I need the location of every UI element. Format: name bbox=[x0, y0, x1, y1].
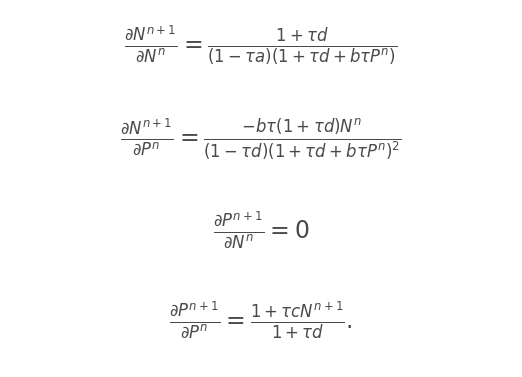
Text: $\frac{\partial P^{n+1}}{\partial N^{n}} = 0$: $\frac{\partial P^{n+1}}{\partial N^{n}}… bbox=[213, 210, 309, 251]
Text: $\frac{\partial P^{n+1}}{\partial P^{n}} = \frac{1 + \tau c N^{n+1}}{1 + \tau d}: $\frac{\partial P^{n+1}}{\partial P^{n}}… bbox=[169, 300, 353, 341]
Text: $\frac{\partial N^{n+1}}{\partial N^{n}} = \frac{1 + \tau d}{(1 - \tau a)(1 + \t: $\frac{\partial N^{n+1}}{\partial N^{n}}… bbox=[124, 24, 398, 67]
Text: $\frac{\partial N^{n+1}}{\partial P^{n}} = \frac{-b\tau(1 + \tau d)N^{n}}{(1 - \: $\frac{\partial N^{n+1}}{\partial P^{n}}… bbox=[120, 117, 402, 162]
